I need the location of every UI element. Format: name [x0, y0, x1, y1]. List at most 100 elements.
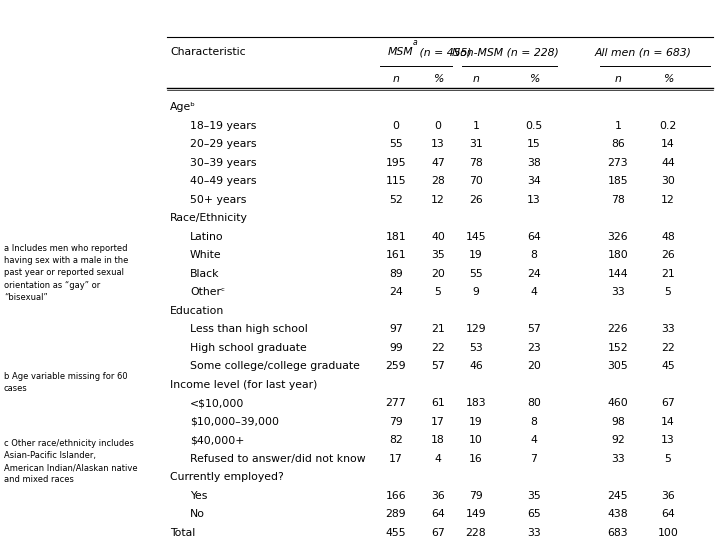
Text: 12: 12 [661, 194, 675, 204]
Text: 245: 245 [607, 491, 628, 501]
Text: 70: 70 [469, 176, 483, 186]
Text: c Other race/ethnicity includes
Asian-Pacific Islander,
American Indian/Alaskan : c Other race/ethnicity includes Asian-Pa… [4, 439, 138, 484]
Text: 8: 8 [531, 417, 538, 427]
Text: Some college/college graduate: Some college/college graduate [190, 361, 360, 371]
Text: 40: 40 [431, 232, 445, 242]
Text: 52: 52 [389, 194, 403, 204]
Text: 18: 18 [431, 435, 445, 445]
Text: a: a [413, 38, 418, 47]
Text: 152: 152 [607, 342, 628, 353]
Text: 67: 67 [431, 527, 445, 537]
Text: 12: 12 [431, 194, 445, 204]
Text: 18–19 years: 18–19 years [190, 121, 256, 131]
Text: 20: 20 [431, 269, 445, 279]
Text: %: % [529, 74, 539, 84]
Text: 33: 33 [527, 527, 541, 537]
Text: 65: 65 [527, 509, 541, 519]
Text: %: % [663, 74, 673, 84]
Text: 305: 305 [607, 361, 628, 371]
Text: 35: 35 [431, 250, 445, 260]
Text: 26: 26 [469, 194, 483, 204]
Text: 34: 34 [527, 176, 541, 186]
Text: 97: 97 [389, 324, 403, 334]
Text: 55: 55 [469, 269, 483, 279]
Text: 64: 64 [527, 232, 541, 242]
Text: 22: 22 [431, 342, 445, 353]
Text: 455: 455 [386, 527, 406, 537]
Text: $40,000+: $40,000+ [190, 435, 244, 445]
Text: 26: 26 [661, 250, 675, 260]
Text: White: White [190, 250, 222, 260]
Text: 19: 19 [469, 250, 483, 260]
Text: Yes: Yes [190, 491, 208, 501]
Text: 683: 683 [607, 527, 628, 537]
Text: 38: 38 [527, 158, 541, 168]
Text: n: n [393, 74, 399, 84]
Text: b Age variable missing for 60
cases: b Age variable missing for 60 cases [4, 372, 128, 393]
Text: 161: 161 [386, 250, 406, 260]
Text: 19: 19 [469, 417, 483, 427]
Text: Race/Ethnicity: Race/Ethnicity [170, 213, 248, 223]
Text: 30–39 years: 30–39 years [190, 158, 256, 168]
Text: 5: 5 [434, 287, 442, 297]
Text: 10: 10 [469, 435, 483, 445]
Text: 20–29 years: 20–29 years [190, 139, 256, 149]
Text: 16: 16 [469, 454, 483, 464]
Text: Income level (for last year): Income level (for last year) [170, 379, 317, 389]
Text: 145: 145 [466, 232, 486, 242]
Text: 100: 100 [658, 527, 679, 537]
Text: 22: 22 [661, 342, 675, 353]
Text: 5: 5 [665, 454, 671, 464]
Text: 53: 53 [469, 342, 483, 353]
Text: 21: 21 [661, 269, 675, 279]
Text: High school graduate: High school graduate [190, 342, 307, 353]
Text: No: No [190, 509, 205, 519]
Text: 195: 195 [386, 158, 406, 168]
Text: 23: 23 [527, 342, 541, 353]
Text: n: n [615, 74, 622, 84]
Text: Currently employed?: Currently employed? [170, 472, 284, 482]
Text: MSM: MSM [388, 47, 413, 57]
Text: Otherᶜ: Otherᶜ [190, 287, 225, 297]
Text: 13: 13 [661, 435, 675, 445]
Text: 55: 55 [389, 139, 403, 149]
Text: 273: 273 [607, 158, 628, 168]
Text: 1: 1 [615, 121, 622, 131]
Text: 28: 28 [431, 176, 445, 186]
Text: 92: 92 [611, 435, 625, 445]
Text: 149: 149 [466, 509, 486, 519]
Text: (n = 455): (n = 455) [416, 47, 472, 57]
Text: 277: 277 [386, 398, 406, 408]
Text: 57: 57 [527, 324, 541, 334]
Text: 24: 24 [389, 287, 403, 297]
Text: 228: 228 [466, 527, 486, 537]
Text: 5: 5 [665, 287, 671, 297]
Text: 460: 460 [607, 398, 628, 408]
Text: 4: 4 [531, 435, 538, 445]
Text: 36: 36 [661, 491, 675, 501]
Text: 144: 144 [607, 269, 628, 279]
Text: 17: 17 [431, 417, 445, 427]
Text: 80: 80 [527, 398, 541, 408]
Text: 4: 4 [434, 454, 442, 464]
Text: <$10,000: <$10,000 [190, 398, 244, 408]
Text: Source: Copyright: AIDS Behav © 2008 Springer Science+Business Media, Inc.: Source: Copyright: AIDS Behav © 2008 Spr… [181, 536, 537, 546]
Text: Latino: Latino [190, 232, 223, 242]
Text: 15: 15 [527, 139, 541, 149]
Text: 98: 98 [611, 417, 625, 427]
Text: 35: 35 [527, 491, 541, 501]
Text: 17: 17 [389, 454, 403, 464]
Text: 0.5: 0.5 [526, 121, 543, 131]
Text: 7: 7 [531, 454, 538, 464]
Text: 226: 226 [607, 324, 628, 334]
Text: 14: 14 [661, 139, 675, 149]
Text: 8: 8 [531, 250, 538, 260]
Text: 33: 33 [611, 454, 625, 464]
Text: 46: 46 [469, 361, 483, 371]
Text: 20: 20 [527, 361, 541, 371]
Text: 50+ years: 50+ years [190, 194, 246, 204]
Text: 326: 326 [607, 232, 628, 242]
Text: 4: 4 [531, 287, 538, 297]
Text: 33: 33 [611, 287, 625, 297]
Text: 259: 259 [386, 361, 406, 371]
